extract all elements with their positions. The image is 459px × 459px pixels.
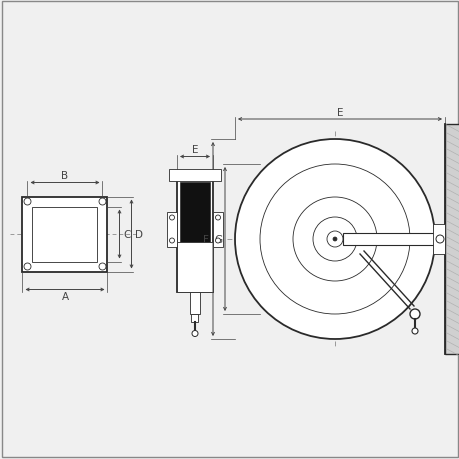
Text: A: A: [62, 292, 68, 302]
Bar: [168, 169, 220, 181]
Bar: [190, 292, 200, 314]
Circle shape: [409, 309, 419, 319]
Bar: [177, 242, 213, 292]
Bar: [177, 177, 213, 292]
Circle shape: [24, 199, 31, 206]
Bar: [191, 314, 198, 322]
Bar: [444, 125, 459, 354]
Circle shape: [312, 218, 356, 262]
Bar: [342, 234, 444, 246]
Text: D: D: [135, 230, 143, 240]
Bar: [167, 212, 177, 247]
Circle shape: [326, 231, 342, 247]
Text: B: B: [62, 171, 68, 181]
Bar: [432, 224, 444, 254]
Circle shape: [259, 165, 409, 314]
Circle shape: [215, 216, 220, 220]
Circle shape: [332, 237, 336, 241]
Circle shape: [435, 235, 443, 243]
Circle shape: [169, 216, 174, 220]
Text: C: C: [123, 230, 131, 240]
Circle shape: [235, 140, 434, 339]
Circle shape: [191, 331, 197, 337]
Circle shape: [99, 263, 106, 270]
Text: F: F: [202, 235, 208, 245]
Text: E: E: [191, 145, 198, 155]
Bar: [22, 197, 107, 272]
Text: E: E: [336, 108, 342, 118]
Text: G: G: [213, 235, 222, 245]
Bar: [179, 182, 210, 242]
Circle shape: [215, 239, 220, 243]
Circle shape: [99, 199, 106, 206]
Circle shape: [292, 197, 376, 281]
Bar: [33, 207, 97, 262]
Circle shape: [169, 239, 174, 243]
Circle shape: [411, 328, 417, 334]
Circle shape: [24, 263, 31, 270]
Bar: [213, 212, 223, 247]
